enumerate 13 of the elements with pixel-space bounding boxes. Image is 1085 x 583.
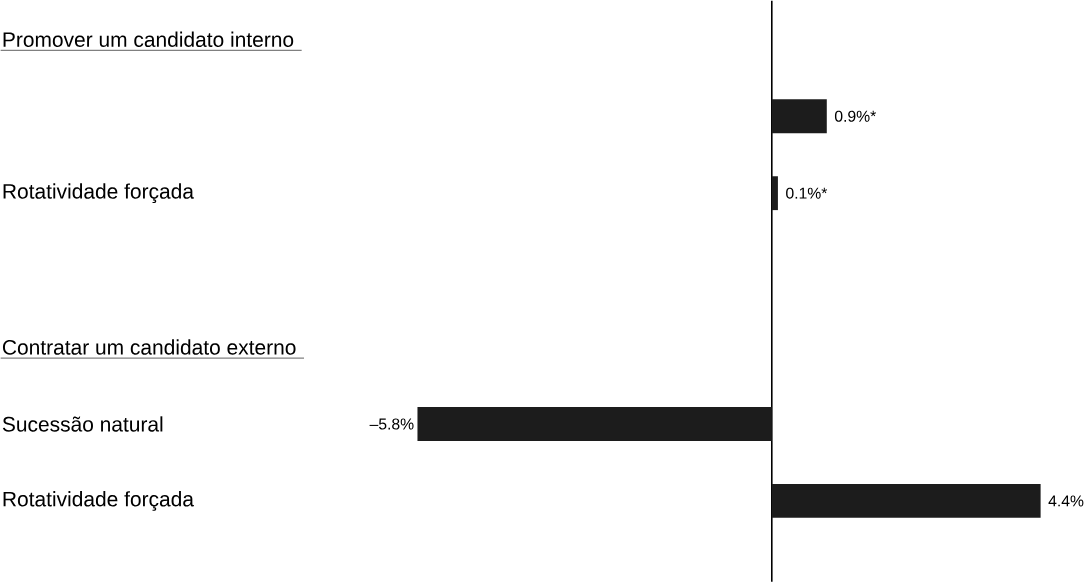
bar — [771, 484, 1041, 519]
y-tick-label: Rotatividade forçada — [3, 183, 194, 204]
bar — [417, 407, 772, 442]
y-tick-label: Sucessão natural — [2, 416, 163, 432]
data-label: –5.8% — [369, 418, 414, 430]
bar — [771, 99, 827, 134]
data-label: 0.9%* — [834, 110, 876, 123]
y-tick-label: Contratar um candidato externo — [2, 339, 296, 355]
data-label: 4.4% — [1048, 495, 1084, 507]
y-tick-label: Promover um candidato interno — [3, 31, 294, 48]
data-label: 0.1%* — [786, 187, 828, 199]
y-tick-label: Rotatividade forçada — [3, 491, 194, 511]
bar — [771, 176, 778, 211]
